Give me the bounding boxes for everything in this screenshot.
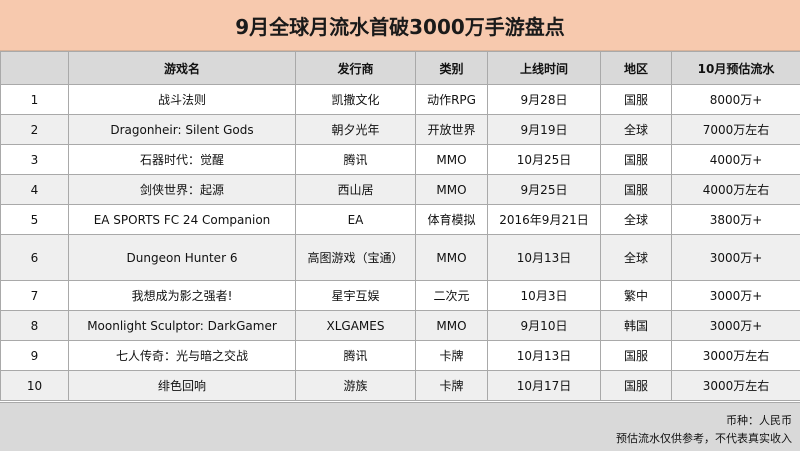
category-cell: 体育模拟 <box>416 205 488 235</box>
table-row: 10 绯色回响 游族 卡牌 10月17日 国服 3000万左右 <box>1 371 800 401</box>
region-cell: 国服 <box>601 371 672 401</box>
region-cell: 国服 <box>601 341 672 371</box>
currency-note: 币种：人民币 <box>726 412 792 428</box>
col-header-region: 地区 <box>601 52 672 85</box>
rank-cell: 2 <box>1 115 69 145</box>
game-name-cell: 绯色回响 <box>69 371 296 401</box>
publisher-cell: 高图游戏（宝通） <box>296 235 416 281</box>
publisher-cell: 星宇互娱 <box>296 281 416 311</box>
game-name-cell: Dragonheir: Silent Gods <box>69 115 296 145</box>
category-cell: 卡牌 <box>416 371 488 401</box>
game-name-cell: Dungeon Hunter 6 <box>69 235 296 281</box>
table-row: 6 Dungeon Hunter 6 高图游戏（宝通） MMO 10月13日 全… <box>1 235 800 281</box>
publisher-cell: EA <box>296 205 416 235</box>
launch-date-cell: 10月3日 <box>488 281 601 311</box>
publisher-cell: 西山居 <box>296 175 416 205</box>
launch-date-cell: 9月28日 <box>488 85 601 115</box>
region-cell: 全球 <box>601 115 672 145</box>
revenue-cell: 8000万+ <box>672 85 800 115</box>
game-name-cell: 七人传奇：光与暗之交战 <box>69 341 296 371</box>
game-name-cell: 石器时代：觉醒 <box>69 145 296 175</box>
table-row: 5 EA SPORTS FC 24 Companion EA 体育模拟 2016… <box>1 205 800 235</box>
rank-cell: 10 <box>1 371 69 401</box>
launch-date-cell: 9月10日 <box>488 311 601 341</box>
rank-cell: 6 <box>1 235 69 281</box>
rank-cell: 9 <box>1 341 69 371</box>
game-name-cell: 战斗法则 <box>69 85 296 115</box>
table-row: 3 石器时代：觉醒 腾讯 MMO 10月25日 国服 4000万+ <box>1 145 800 175</box>
publisher-cell: 腾讯 <box>296 341 416 371</box>
col-header-rank <box>1 52 69 85</box>
revenue-cell: 3000万+ <box>672 311 800 341</box>
col-header-category: 类别 <box>416 52 488 85</box>
game-name-cell: EA SPORTS FC 24 Companion <box>69 205 296 235</box>
table-row: 8 Moonlight Sculptor: DarkGamer XLGAMES … <box>1 311 800 341</box>
revenue-cell: 3000万+ <box>672 235 800 281</box>
table-row: 7 我想成为影之强者! 星宇互娱 二次元 10月3日 繁中 3000万+ <box>1 281 800 311</box>
table-row: 9 七人传奇：光与暗之交战 腾讯 卡牌 10月13日 国服 3000万左右 <box>1 341 800 371</box>
region-cell: 繁中 <box>601 281 672 311</box>
col-header-revenue: 10月预估流水 <box>672 52 800 85</box>
category-cell: MMO <box>416 311 488 341</box>
publisher-cell: XLGAMES <box>296 311 416 341</box>
revenue-cell: 4000万+ <box>672 145 800 175</box>
table-row: 4 剑侠世界：起源 西山居 MMO 9月25日 国服 4000万左右 <box>1 175 800 205</box>
rank-cell: 5 <box>1 205 69 235</box>
launch-date-cell: 10月17日 <box>488 371 601 401</box>
table-row: 2 Dragonheir: Silent Gods 朝夕光年 开放世界 9月19… <box>1 115 800 145</box>
category-cell: MMO <box>416 145 488 175</box>
game-name-cell: 剑侠世界：起源 <box>69 175 296 205</box>
rank-cell: 1 <box>1 85 69 115</box>
region-cell: 全球 <box>601 205 672 235</box>
page-title: 9月全球月流水首破3000万手游盘点 <box>0 0 800 51</box>
col-header-publisher: 发行商 <box>296 52 416 85</box>
revenue-cell: 3000万左右 <box>672 341 800 371</box>
revenue-cell: 3800万+ <box>672 205 800 235</box>
launch-date-cell: 10月13日 <box>488 341 601 371</box>
game-name-cell: 我想成为影之强者! <box>69 281 296 311</box>
category-cell: 二次元 <box>416 281 488 311</box>
publisher-cell: 游族 <box>296 371 416 401</box>
rank-cell: 8 <box>1 311 69 341</box>
launch-date-cell: 10月25日 <box>488 145 601 175</box>
region-cell: 国服 <box>601 145 672 175</box>
revenue-cell: 3000万左右 <box>672 371 800 401</box>
col-header-game-name: 游戏名 <box>69 52 296 85</box>
region-cell: 国服 <box>601 85 672 115</box>
category-cell: 卡牌 <box>416 341 488 371</box>
launch-date-cell: 2016年9月21日 <box>488 205 601 235</box>
rank-cell: 3 <box>1 145 69 175</box>
revenue-cell: 3000万+ <box>672 281 800 311</box>
region-cell: 全球 <box>601 235 672 281</box>
launch-date-cell: 9月25日 <box>488 175 601 205</box>
launch-date-cell: 10月13日 <box>488 235 601 281</box>
revenue-cell: 4000万左右 <box>672 175 800 205</box>
game-name-cell: Moonlight Sculptor: DarkGamer <box>69 311 296 341</box>
publisher-cell: 腾讯 <box>296 145 416 175</box>
rank-cell: 7 <box>1 281 69 311</box>
region-cell: 韩国 <box>601 311 672 341</box>
publisher-cell: 朝夕光年 <box>296 115 416 145</box>
footer-notes: 币种：人民币 预估流水仅供参考，不代表真实收入 <box>0 402 800 451</box>
category-cell: 动作RPG <box>416 85 488 115</box>
table-header-row: 游戏名 发行商 类别 上线时间 地区 10月预估流水 <box>1 52 800 85</box>
region-cell: 国服 <box>601 175 672 205</box>
col-header-launch-date: 上线时间 <box>488 52 601 85</box>
publisher-cell: 凯撒文化 <box>296 85 416 115</box>
disclaimer-note: 预估流水仅供参考，不代表真实收入 <box>616 430 792 446</box>
launch-date-cell: 9月19日 <box>488 115 601 145</box>
rank-cell: 4 <box>1 175 69 205</box>
category-cell: 开放世界 <box>416 115 488 145</box>
revenue-table: 游戏名 发行商 类别 上线时间 地区 10月预估流水 1 战斗法则 凯撒文化 动… <box>0 51 800 401</box>
category-cell: MMO <box>416 175 488 205</box>
revenue-cell: 7000万左右 <box>672 115 800 145</box>
table-row: 1 战斗法则 凯撒文化 动作RPG 9月28日 国服 8000万+ <box>1 85 800 115</box>
category-cell: MMO <box>416 235 488 281</box>
